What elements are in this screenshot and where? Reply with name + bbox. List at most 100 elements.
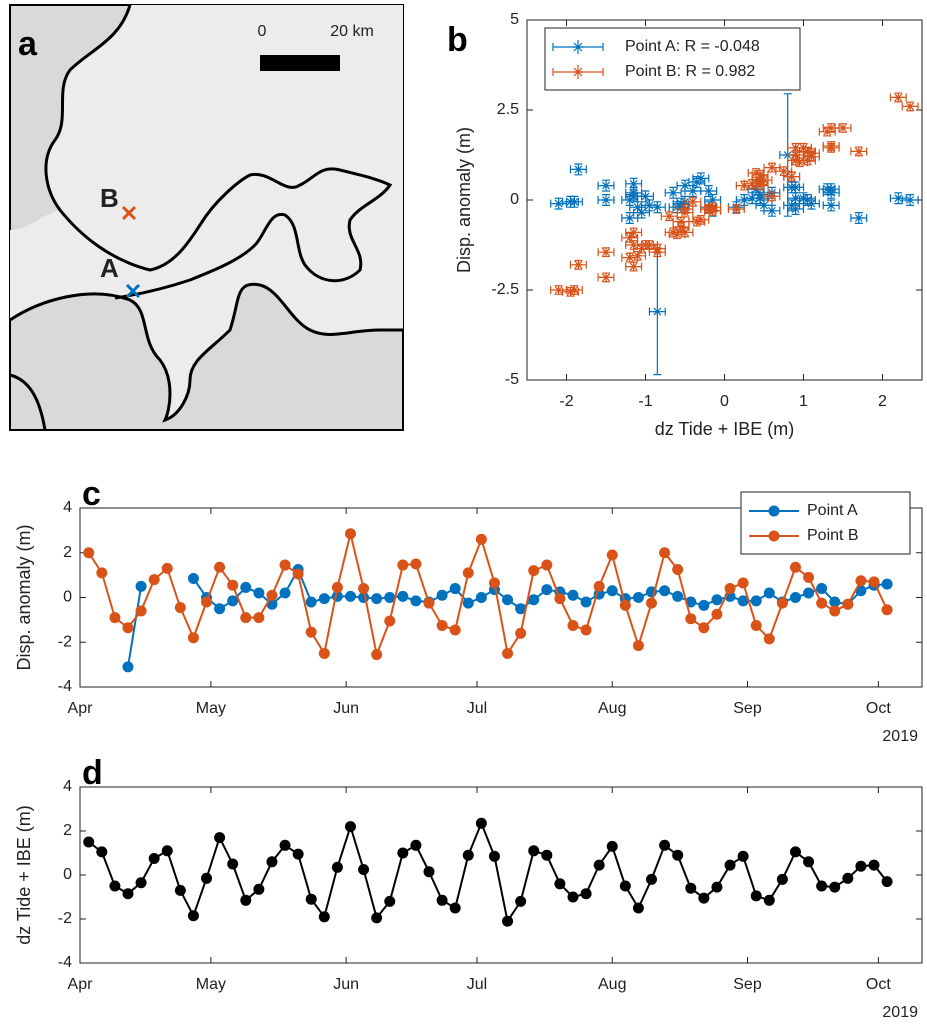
point [787, 172, 797, 181]
point [680, 205, 690, 213]
point-marker [125, 283, 141, 299]
point [779, 167, 789, 176]
legend-marker [768, 530, 780, 542]
point [135, 877, 147, 889]
point [384, 592, 396, 603]
point [397, 590, 409, 602]
x-tick-label: Jun [333, 700, 359, 717]
point [384, 895, 396, 907]
point [842, 872, 854, 884]
point [625, 253, 635, 262]
scale-bar [260, 55, 340, 71]
point [541, 849, 553, 861]
point [397, 847, 409, 859]
point [266, 856, 278, 868]
point [629, 262, 639, 271]
point [802, 147, 812, 156]
point [318, 911, 330, 923]
point [358, 864, 370, 875]
point [767, 163, 777, 172]
point [739, 181, 749, 190]
point [384, 615, 396, 627]
point [515, 627, 527, 639]
point [580, 888, 592, 900]
point [755, 181, 765, 190]
legend-box [544, 27, 801, 91]
point [640, 192, 651, 201]
y-tick-label: -2 [58, 910, 72, 927]
point [905, 102, 915, 111]
point [240, 894, 252, 906]
y-tick-label: 2 [63, 544, 72, 561]
point [711, 881, 723, 893]
panel-letter: c [82, 475, 101, 513]
x-tick-label: 1 [799, 393, 808, 410]
point [573, 260, 583, 269]
point [502, 594, 514, 606]
point [318, 593, 330, 605]
point [711, 608, 723, 620]
point [838, 124, 848, 132]
point [791, 183, 801, 192]
legend-label: Point B [807, 527, 859, 544]
y-tick-label: -2 [58, 633, 72, 650]
map-panel: a 0 20 km B A [9, 4, 404, 431]
point [637, 208, 647, 217]
point [593, 580, 605, 592]
point [565, 287, 575, 296]
point [789, 846, 801, 858]
point [515, 895, 527, 907]
point [475, 533, 487, 545]
point [629, 188, 639, 197]
y-axis-label: Disp. anomaly (m) [14, 524, 34, 670]
point [763, 633, 775, 645]
point [502, 647, 514, 659]
legend-marker [552, 65, 604, 79]
x-tick-label: Sep [733, 976, 762, 993]
point [659, 585, 671, 597]
point [652, 248, 662, 257]
point [515, 603, 527, 615]
point [688, 187, 698, 195]
point [803, 587, 815, 599]
x-tick-label: -2 [559, 393, 573, 410]
y-tick-label: 0 [63, 589, 72, 606]
point [279, 839, 291, 851]
x-tick-label: Sep [733, 700, 762, 717]
point [685, 882, 697, 894]
point [816, 597, 828, 609]
point [755, 194, 765, 203]
point [305, 626, 317, 638]
point [502, 915, 514, 927]
ice-shelf [10, 5, 403, 420]
x-tick-label: May [196, 976, 226, 993]
point [826, 142, 836, 150]
x-tick-label: Aug [598, 700, 626, 717]
x-tick-label: -1 [638, 393, 652, 410]
point [541, 559, 553, 571]
point [528, 845, 540, 857]
point [606, 585, 618, 597]
y-tick-label: 2.5 [497, 101, 519, 118]
point [528, 565, 540, 577]
point [161, 562, 173, 574]
y-tick-label: 0 [510, 191, 519, 208]
point [606, 840, 618, 852]
map-outlines [9, 4, 403, 431]
point [601, 181, 611, 190]
point [371, 593, 383, 605]
point [829, 605, 841, 617]
point [672, 590, 684, 602]
point [806, 152, 816, 161]
point [580, 596, 592, 608]
point [240, 612, 252, 624]
point [606, 549, 618, 561]
point [750, 619, 762, 631]
point [767, 192, 777, 201]
point [629, 179, 639, 188]
point [905, 196, 915, 204]
point [672, 564, 684, 576]
y-tick-label: 4 [63, 778, 72, 795]
point [893, 93, 903, 102]
